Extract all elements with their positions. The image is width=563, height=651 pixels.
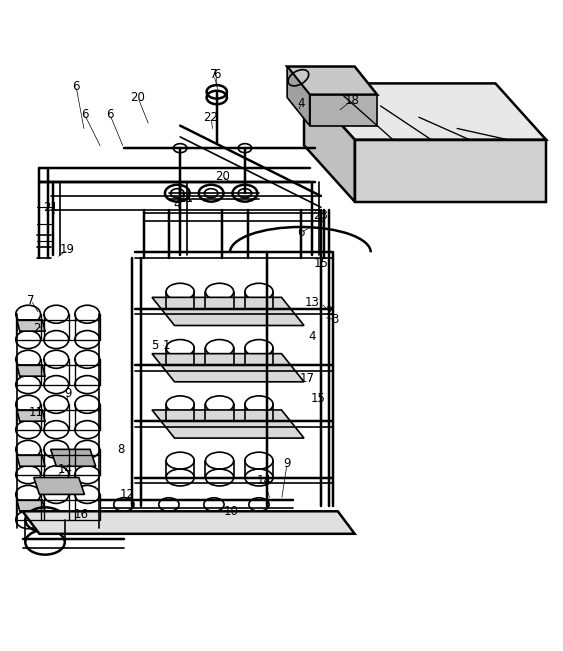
Text: 15: 15	[314, 257, 328, 270]
Polygon shape	[287, 66, 310, 126]
Polygon shape	[17, 410, 45, 421]
Text: 7: 7	[210, 68, 218, 81]
Text: 17: 17	[300, 372, 314, 385]
Polygon shape	[310, 94, 377, 126]
Text: 22: 22	[204, 111, 218, 124]
Text: 6: 6	[297, 226, 305, 239]
Polygon shape	[34, 478, 84, 494]
Polygon shape	[17, 365, 45, 376]
Text: 4: 4	[297, 96, 305, 109]
Text: 19: 19	[60, 243, 75, 256]
Polygon shape	[23, 511, 355, 534]
Text: 6: 6	[81, 108, 88, 121]
Text: 21: 21	[43, 201, 58, 214]
Text: 9: 9	[64, 387, 72, 400]
Text: 18: 18	[345, 94, 359, 107]
Polygon shape	[17, 500, 45, 511]
Polygon shape	[152, 353, 304, 381]
Text: 7: 7	[27, 294, 35, 307]
Text: 4: 4	[309, 330, 316, 343]
Text: 20: 20	[215, 170, 230, 183]
Text: 9: 9	[283, 457, 291, 470]
Polygon shape	[304, 83, 355, 202]
Text: 14: 14	[57, 463, 72, 476]
Polygon shape	[304, 83, 546, 140]
Polygon shape	[287, 66, 377, 94]
Polygon shape	[17, 455, 45, 466]
Text: 6: 6	[106, 108, 114, 121]
Polygon shape	[152, 410, 304, 438]
Text: 6: 6	[213, 68, 221, 81]
Polygon shape	[152, 298, 304, 326]
Text: 1: 1	[162, 339, 170, 352]
Text: 16: 16	[74, 508, 89, 521]
Polygon shape	[355, 140, 546, 202]
Text: 21: 21	[178, 192, 193, 205]
Text: 2: 2	[33, 322, 41, 335]
Text: 12: 12	[119, 488, 134, 501]
Text: 2: 2	[325, 305, 333, 318]
Text: 13: 13	[305, 296, 320, 309]
Text: 23: 23	[314, 209, 328, 222]
Text: 11: 11	[29, 406, 44, 419]
Text: 14: 14	[257, 474, 272, 487]
Text: 5: 5	[151, 339, 159, 352]
Text: 8: 8	[117, 443, 125, 456]
Text: 4: 4	[173, 198, 181, 211]
Text: 6: 6	[72, 79, 80, 92]
Polygon shape	[51, 449, 96, 466]
Polygon shape	[17, 320, 45, 331]
Text: 20: 20	[131, 91, 145, 104]
Text: 3: 3	[331, 313, 339, 326]
Text: 15: 15	[311, 392, 325, 405]
Text: 10: 10	[224, 505, 238, 518]
